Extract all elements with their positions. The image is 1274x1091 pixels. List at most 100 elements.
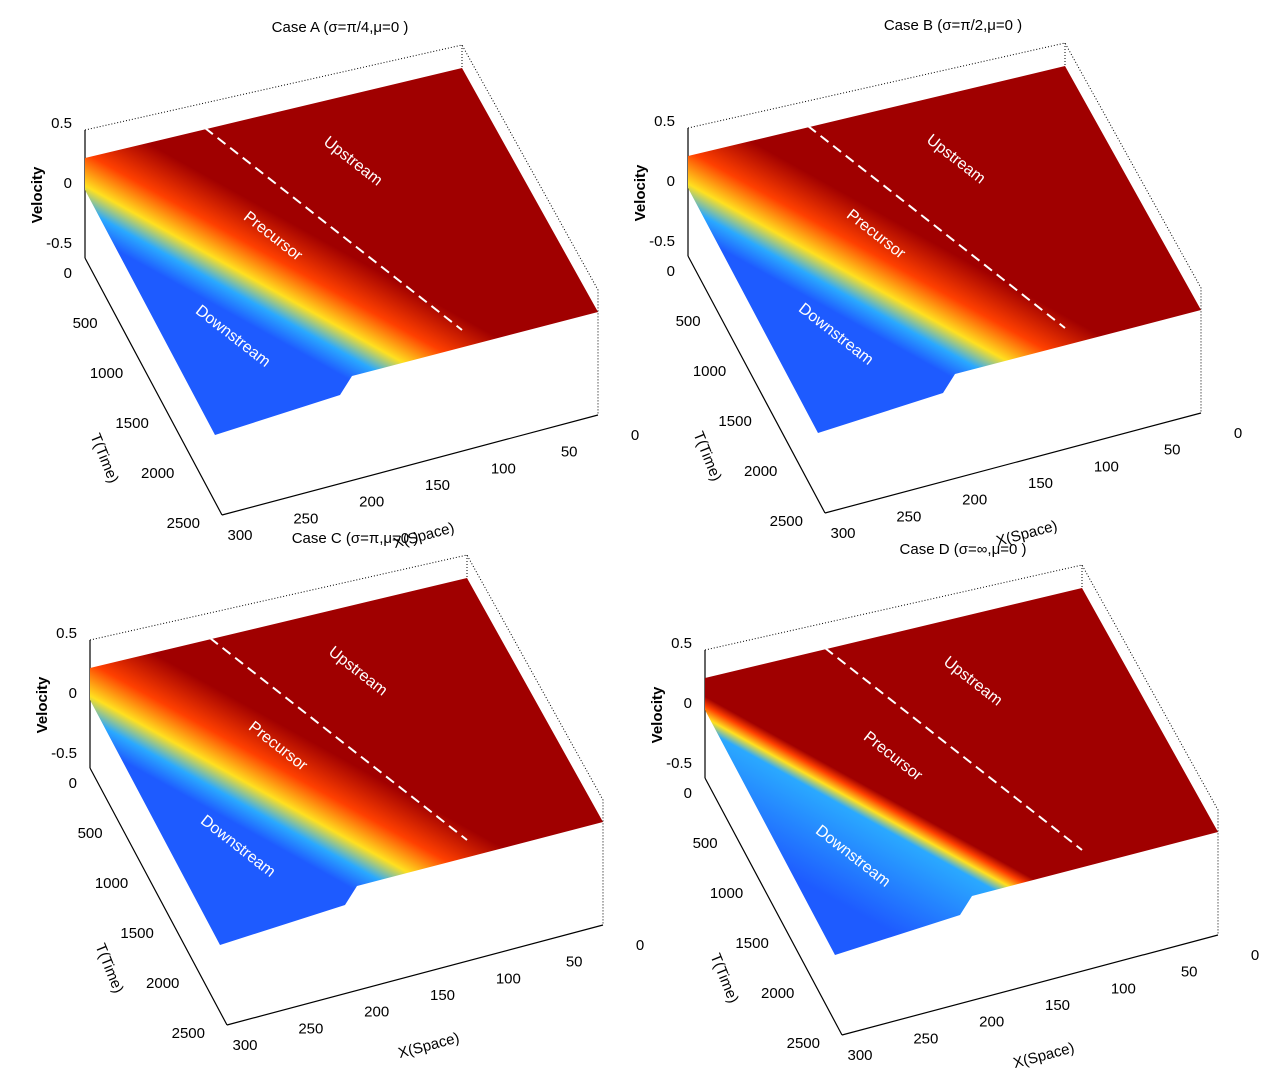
space-tick-label: 250 <box>913 1030 938 1047</box>
chart-title: Case B (σ=π/2,μ=0 ) <box>884 17 1022 34</box>
time-tick-label: 0 <box>667 263 675 280</box>
upstream-boundary-line <box>824 647 1083 851</box>
time-tick-label: 500 <box>693 835 718 852</box>
time-tick-label: 0 <box>684 785 692 802</box>
time-axis-label: T(Time) <box>707 951 742 1006</box>
surface-plot-c: 0.50-0.505001000150020002500300250200150… <box>34 530 644 1062</box>
space-tick-label: 150 <box>1028 475 1053 492</box>
space-tick-label: 200 <box>979 1014 1004 1031</box>
upstream-boundary-line <box>807 125 1066 329</box>
space-axis <box>226 924 604 1026</box>
time-tick-label: 1000 <box>90 365 123 382</box>
space-tick-label: 50 <box>1164 442 1181 459</box>
upstream-boundary-line <box>209 637 468 841</box>
time-tick-label: 2500 <box>787 1035 820 1052</box>
space-tick-label: 300 <box>847 1047 872 1064</box>
space-tick-label: 100 <box>491 460 516 477</box>
time-tick-label: 500 <box>73 315 98 332</box>
chart-title: Case D (σ=∞,μ=0 ) <box>900 541 1027 558</box>
space-tick-label: 150 <box>430 987 455 1004</box>
time-tick-label: 2000 <box>744 463 777 480</box>
space-tick-label: 250 <box>298 1020 323 1037</box>
time-axis-label: T(Time) <box>690 429 725 484</box>
box-back-edge <box>84 44 599 415</box>
space-tick-label: 250 <box>896 508 921 525</box>
time-axis <box>84 257 223 516</box>
time-axis <box>704 777 843 1036</box>
time-axis-label: T(Time) <box>87 431 122 486</box>
time-tick-label: 500 <box>78 825 103 842</box>
space-axis-label: X(Space) <box>1011 1039 1076 1072</box>
z-tick-label: 0 <box>667 173 675 190</box>
space-tick-label: 100 <box>1094 458 1119 475</box>
space-axis <box>824 412 1202 514</box>
time-tick-label: 0 <box>64 265 72 282</box>
z-tick-label: -0.5 <box>51 745 77 762</box>
time-tick-label: 0 <box>69 775 77 792</box>
chart-title: Case C (σ=π,μ=0 ) <box>292 530 419 547</box>
time-axis <box>89 767 228 1026</box>
space-tick-label: 0 <box>636 937 644 954</box>
z-tick-label: 0.5 <box>671 635 692 652</box>
z-tick-label: -0.5 <box>649 233 675 250</box>
space-axis <box>221 414 599 516</box>
time-tick-label: 1500 <box>735 935 768 952</box>
space-axis <box>841 934 1219 1036</box>
space-tick-label: 200 <box>364 1004 389 1021</box>
surface-plot-d: 0.50-0.505001000150020002500300250200150… <box>649 541 1259 1072</box>
z-tick-label: 0.5 <box>56 625 77 642</box>
z-axis-label: Velocity <box>29 166 46 223</box>
space-tick-label: 300 <box>232 1037 257 1054</box>
box-back-edge <box>687 42 1202 413</box>
space-tick-label: 300 <box>830 525 855 542</box>
z-tick-label: 0 <box>69 685 77 702</box>
velocity-surface <box>688 66 1201 433</box>
space-tick-label: 200 <box>359 494 384 511</box>
space-tick-label: 250 <box>293 510 318 527</box>
time-tick-label: 1500 <box>718 413 751 430</box>
time-tick-label: 1000 <box>693 363 726 380</box>
space-tick-label: 150 <box>425 477 450 494</box>
velocity-surface <box>705 588 1218 955</box>
z-tick-label: 0 <box>684 695 692 712</box>
space-tick-label: 100 <box>1111 980 1136 997</box>
space-tick-label: 150 <box>1045 997 1070 1014</box>
space-tick-label: 100 <box>496 970 521 987</box>
space-tick-label: 50 <box>1181 964 1198 981</box>
chart-title: Case A (σ=π/4,μ=0 ) <box>272 19 409 36</box>
space-tick-label: 50 <box>561 444 578 461</box>
time-tick-label: 2000 <box>146 975 179 992</box>
time-tick-label: 1000 <box>95 875 128 892</box>
space-tick-label: 0 <box>1251 947 1259 964</box>
time-tick-label: 2500 <box>770 513 803 530</box>
time-tick-label: 2500 <box>167 515 200 532</box>
surface-plot-a: 0.50-0.505001000150020002500300250200150… <box>29 19 639 552</box>
space-tick-label: 200 <box>962 492 987 509</box>
space-tick-label: 50 <box>566 954 583 971</box>
z-axis-label: Velocity <box>34 676 51 733</box>
surface-plot-b: 0.50-0.505001000150020002500300250200150… <box>632 17 1242 550</box>
upstream-boundary-line <box>204 127 463 331</box>
space-tick-label: 0 <box>1234 425 1242 442</box>
box-back-edge <box>89 554 604 925</box>
z-tick-label: -0.5 <box>666 755 692 772</box>
space-axis-label: X(Space) <box>396 1029 461 1062</box>
time-tick-label: 1000 <box>710 885 743 902</box>
time-tick-label: 1500 <box>115 415 148 432</box>
time-tick-label: 1500 <box>120 925 153 942</box>
space-tick-label: 300 <box>227 527 252 544</box>
time-tick-label: 2000 <box>141 465 174 482</box>
time-axis <box>687 255 826 514</box>
space-tick-label: 0 <box>631 427 639 444</box>
z-tick-label: 0 <box>64 175 72 192</box>
z-tick-label: 0.5 <box>654 113 675 130</box>
z-axis-label: Velocity <box>632 164 649 221</box>
z-axis-label: Velocity <box>649 686 666 743</box>
z-tick-label: -0.5 <box>46 235 72 252</box>
time-tick-label: 500 <box>676 313 701 330</box>
time-axis-label: T(Time) <box>92 941 127 996</box>
time-tick-label: 2000 <box>761 985 794 1002</box>
time-tick-label: 2500 <box>172 1025 205 1042</box>
box-back-edge <box>704 564 1219 935</box>
